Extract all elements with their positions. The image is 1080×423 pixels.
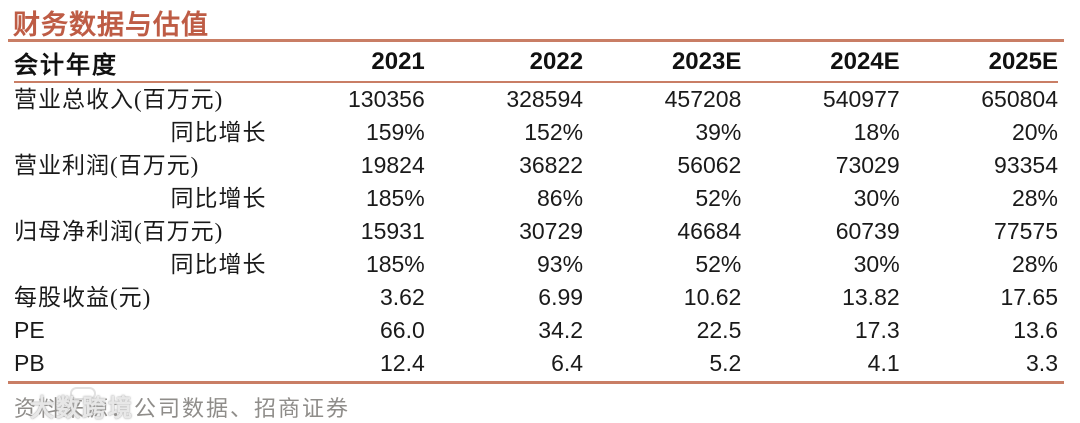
- table-row-revenue-yoy-growth: 同比增长 159% 152% 39% 18% 20%: [14, 116, 1058, 149]
- cell-value: 15931: [360, 218, 425, 244]
- cell-value: 650804: [981, 86, 1058, 112]
- table-row-operating-profit-yoy-growth: 同比增长 185% 86% 52% 30% 28%: [14, 182, 1058, 215]
- row-label: 营业总收入(百万元): [14, 87, 224, 112]
- cell-value: 93%: [537, 251, 584, 277]
- table-row-pb: PB 12.4 6.4 5.2 4.1 3.3: [14, 347, 1058, 380]
- table-row-net-profit-to-parent: 归母净利润(百万元) 15931 30729 46684 60739 77575: [14, 215, 1058, 248]
- header-2024e: 2024E: [741, 43, 900, 83]
- table-row-eps: 每股收益(元) 3.62 6.99 10.62 13.82 17.65: [14, 281, 1058, 314]
- cell-value: 66.0: [380, 317, 425, 343]
- cell-value: 52%: [695, 251, 742, 277]
- table-header-row: 会计年度 2021 2022 2023E 2024E 2025E: [14, 43, 1058, 83]
- cell-value: 28%: [1011, 251, 1058, 277]
- cell-value: 13.82: [842, 284, 900, 310]
- cell-value: 39%: [695, 119, 742, 145]
- cell-value: 328594: [506, 86, 584, 112]
- cell-value: 13.6: [1013, 317, 1058, 343]
- cell-value: 6.99: [538, 284, 584, 310]
- cell-value: 457208: [664, 86, 742, 112]
- cell-value: 17.65: [1000, 284, 1058, 310]
- source-note: 资料来源：公司数据、招商证券: [14, 396, 351, 421]
- page-title: 财务数据与估值: [13, 10, 209, 40]
- cell-value: 36822: [519, 152, 584, 178]
- cell-value: 12.4: [380, 350, 425, 376]
- cell-value: 34.2: [538, 317, 584, 343]
- cell-value: 130356: [348, 86, 425, 112]
- row-label: 同比增长: [170, 252, 267, 277]
- cell-value: 18%: [853, 119, 900, 145]
- table-row-operating-profit: 营业利润(百万元) 19824 36822 56062 73029 93354: [14, 149, 1058, 182]
- cell-value: 77575: [994, 218, 1058, 244]
- header-fiscal-year: 会计年度: [14, 43, 267, 83]
- cell-value: 3.3: [1026, 350, 1058, 376]
- cell-value: 93354: [994, 152, 1058, 178]
- cell-value: 60739: [835, 218, 900, 244]
- cell-value: 30%: [853, 251, 900, 277]
- row-label: 每股收益(元): [14, 285, 152, 310]
- row-label: 营业利润(百万元): [14, 153, 200, 178]
- cell-value: 73029: [835, 152, 900, 178]
- cell-value: 159%: [365, 119, 425, 145]
- cell-value: 3.62: [380, 284, 425, 310]
- row-label: PB: [14, 350, 45, 376]
- row-label: 同比增长: [170, 186, 267, 211]
- cell-value: 185%: [365, 251, 425, 277]
- header-2023e: 2023E: [583, 43, 742, 83]
- cell-value: 30%: [853, 185, 900, 211]
- header-2021: 2021: [266, 43, 425, 83]
- cell-value: 540977: [822, 86, 900, 112]
- table-row-total-revenue: 营业总收入(百万元) 130356 328594 457208 540977 6…: [14, 82, 1058, 116]
- row-label: 同比增长: [170, 120, 267, 145]
- table-row-net-profit-yoy-growth: 同比增长 185% 93% 52% 30% 28%: [14, 248, 1058, 281]
- cell-value: 185%: [365, 185, 425, 211]
- cell-value: 52%: [695, 185, 742, 211]
- header-2022: 2022: [424, 43, 584, 83]
- cell-value: 20%: [1011, 119, 1058, 145]
- table-row-pe: PE 66.0 34.2 22.5 17.3 13.6: [14, 314, 1058, 347]
- financial-table: 会计年度 2021 2022 2023E 2024E 2025E 营业总收入(百…: [14, 43, 1058, 380]
- cell-value: 28%: [1011, 185, 1058, 211]
- cell-value: 46684: [677, 218, 742, 244]
- cell-value: 4.1: [867, 350, 900, 376]
- header-2025e: 2025E: [899, 43, 1058, 83]
- cell-value: 30729: [519, 218, 584, 244]
- row-label: PE: [14, 317, 45, 343]
- cell-value: 10.62: [683, 284, 742, 310]
- title-divider: [8, 39, 1064, 42]
- cell-value: 86%: [537, 185, 584, 211]
- cell-value: 19824: [360, 152, 425, 178]
- row-label: 归母净利润(百万元): [14, 219, 224, 244]
- cell-value: 6.4: [551, 350, 584, 376]
- cell-value: 56062: [677, 152, 742, 178]
- cell-value: 5.2: [709, 350, 742, 376]
- cell-value: 22.5: [696, 317, 742, 343]
- cell-value: 152%: [524, 119, 584, 145]
- cell-value: 17.3: [854, 317, 900, 343]
- bottom-divider: [8, 381, 1064, 384]
